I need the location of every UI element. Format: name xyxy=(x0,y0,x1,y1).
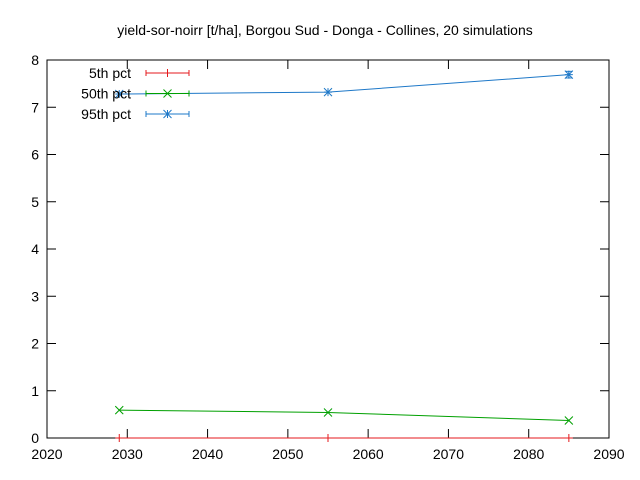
x-tick-label: 2080 xyxy=(513,446,544,462)
data-point xyxy=(564,434,573,442)
x-tick-label: 2020 xyxy=(31,446,62,462)
series-0 xyxy=(115,434,573,442)
x-tick-label: 2050 xyxy=(272,446,303,462)
data-point xyxy=(115,434,124,442)
x-tick-label: 2030 xyxy=(112,446,143,462)
legend-marker xyxy=(163,69,172,77)
legend: 5th pct 50th pct 95th pct xyxy=(81,65,190,122)
x-tick-label: 2040 xyxy=(192,446,223,462)
y-tick-label: 2 xyxy=(31,336,39,352)
y-tick-label: 1 xyxy=(31,383,39,399)
legend-label: 5th pct xyxy=(89,65,131,81)
x-tick-label: 2060 xyxy=(353,446,384,462)
series-1 xyxy=(114,405,574,425)
x-tick-label: 2070 xyxy=(433,446,464,462)
data-point xyxy=(323,87,333,97)
plot-frame xyxy=(46,59,610,439)
chart-title: yield-sor-noirr [t/ha], Borgou Sud - Don… xyxy=(117,22,533,38)
series-layer xyxy=(114,70,574,442)
y-tick-label: 3 xyxy=(31,288,39,304)
legend-marker xyxy=(163,89,172,98)
data-point xyxy=(564,416,574,425)
y-tick-label: 8 xyxy=(31,52,39,68)
data-point xyxy=(564,70,574,80)
legend-label: 95th pct xyxy=(81,106,131,122)
data-point xyxy=(114,405,124,415)
legend-marker xyxy=(163,109,172,119)
x-tick-label: 2090 xyxy=(593,446,624,462)
series-line xyxy=(119,74,569,95)
y-tick-label: 7 xyxy=(31,99,39,115)
y-tick-label: 6 xyxy=(31,147,39,163)
y-tick-label: 5 xyxy=(31,194,39,210)
series-line xyxy=(119,409,569,422)
legend-label: 50th pct xyxy=(81,86,131,102)
y-tick-label: 0 xyxy=(31,430,39,446)
y-tick-label: 4 xyxy=(31,241,39,257)
data-point xyxy=(324,434,332,442)
data-point xyxy=(114,89,124,99)
data-point xyxy=(323,408,333,417)
